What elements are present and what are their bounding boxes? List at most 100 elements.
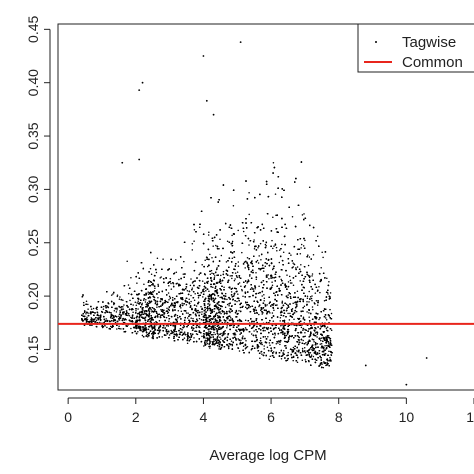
data-point: [211, 272, 213, 275]
data-point: [126, 260, 128, 263]
y-tick-label: 0.45: [25, 15, 41, 42]
data-point: [137, 308, 139, 310]
data-point: [218, 247, 220, 250]
data-point: [191, 242, 194, 245]
data-point: [198, 273, 200, 276]
data-point: [211, 340, 213, 343]
data-point: [304, 358, 307, 361]
data-point: [281, 300, 284, 302]
data-point: [272, 247, 274, 250]
data-point: [244, 292, 247, 295]
data-point: [212, 245, 214, 247]
data-point: [240, 339, 242, 341]
data-point: [218, 348, 220, 350]
data-point: [308, 276, 311, 279]
data-point: [226, 325, 228, 327]
data-point: [152, 334, 154, 337]
data-point: [193, 240, 195, 242]
data-point: [291, 308, 294, 310]
data-point: [255, 340, 258, 342]
data-point: [144, 309, 146, 312]
data-point: [175, 330, 178, 333]
data-point: [325, 319, 328, 321]
data-point: [206, 265, 209, 268]
data-point: [325, 327, 328, 330]
data-point: [310, 354, 313, 356]
data-point: [303, 213, 305, 215]
data-point: [231, 257, 234, 259]
data-point: [228, 304, 230, 307]
data-point: [127, 314, 129, 317]
data-point: [198, 317, 201, 320]
data-point: [116, 308, 118, 311]
data-point: [240, 285, 242, 287]
data-point: [128, 315, 131, 317]
data-point: [186, 342, 189, 345]
data-point: [156, 306, 158, 308]
data-point: [215, 244, 217, 247]
data-point: [289, 295, 292, 298]
data-point: [308, 290, 310, 293]
data-point: [116, 295, 119, 298]
data-point: [302, 329, 304, 331]
data-point: [201, 313, 203, 316]
data-point: [159, 277, 161, 279]
data-point: [285, 303, 288, 305]
data-point: [300, 243, 303, 246]
data-point: [281, 243, 283, 246]
data-point: [226, 298, 228, 301]
data-point: [289, 282, 292, 284]
data-point: [314, 292, 317, 294]
data-point: [307, 264, 310, 267]
data-point: [200, 318, 203, 321]
data-point: [244, 267, 246, 269]
data-point: [264, 329, 266, 332]
data-point: [145, 298, 147, 301]
data-point: [170, 282, 172, 285]
data-point: [137, 300, 139, 302]
data-point: [277, 342, 279, 344]
data-point: [226, 303, 229, 306]
data-point: [213, 293, 216, 295]
data-point: [223, 310, 225, 313]
data-point: [136, 312, 139, 315]
data-point: [274, 334, 276, 336]
data-point: [183, 260, 185, 263]
data-point: [217, 324, 220, 327]
data-point: [201, 280, 204, 282]
data-point: [304, 332, 306, 334]
data-point: [185, 312, 188, 314]
data-point: [263, 300, 265, 302]
data-point: [220, 338, 222, 340]
data-point: [203, 333, 206, 335]
y-tick-label: 0.25: [25, 229, 41, 256]
data-point: [309, 295, 312, 298]
data-point: [154, 287, 156, 289]
data-point: [118, 319, 121, 321]
data-point: [168, 299, 170, 301]
data-point: [166, 312, 169, 314]
data-point: [292, 346, 295, 349]
data-point: [223, 286, 225, 289]
data-point: [287, 294, 289, 296]
data-point: [220, 274, 222, 277]
data-point: [279, 343, 281, 346]
data-point: [166, 307, 168, 309]
data-point: [285, 334, 288, 337]
data-point: [157, 296, 159, 299]
data-point: [255, 272, 257, 274]
data-point: [220, 332, 222, 335]
data-point: [330, 354, 332, 356]
data-point: [308, 256, 311, 258]
data-point: [209, 253, 211, 256]
data-point: [229, 275, 231, 277]
data-point: [209, 347, 211, 349]
data-point: [295, 267, 297, 269]
data-point: [160, 308, 162, 311]
data-point: [168, 309, 171, 312]
data-point: [251, 287, 253, 289]
data-point: [203, 334, 205, 337]
data-point: [233, 279, 236, 282]
data-point: [135, 304, 138, 306]
data-point: [313, 334, 316, 337]
